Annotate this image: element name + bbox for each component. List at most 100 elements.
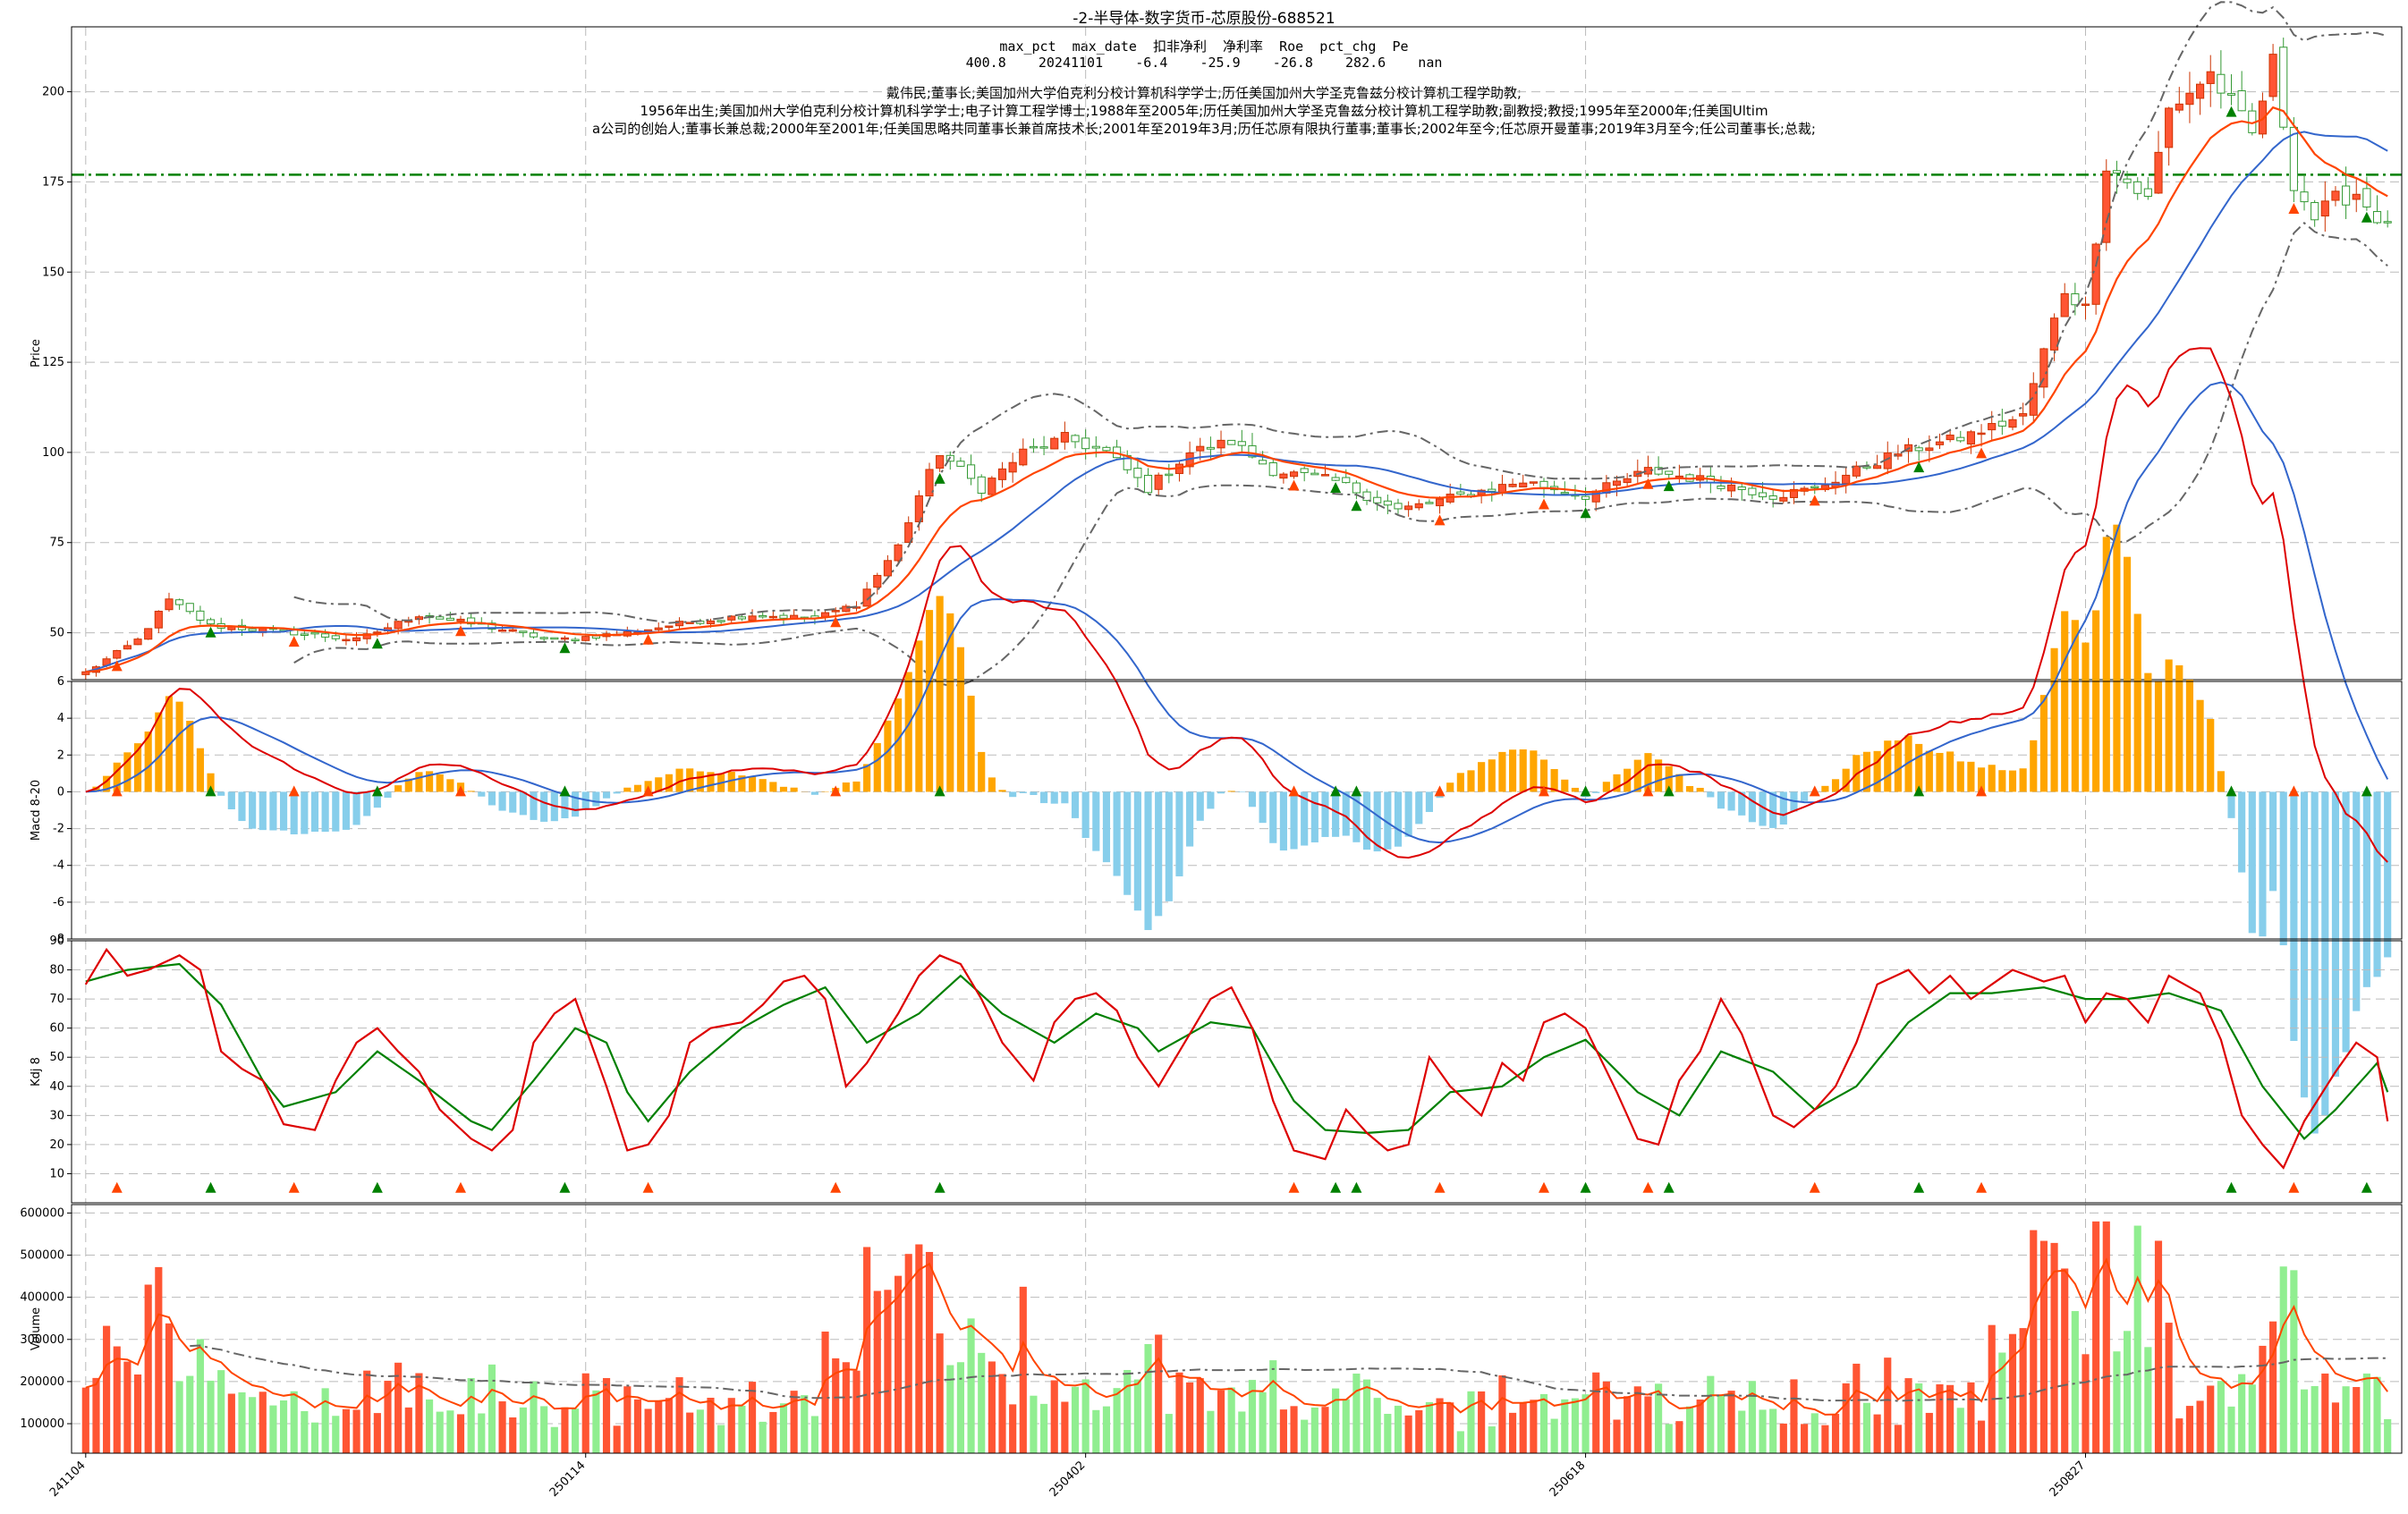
candle-body	[831, 610, 840, 613]
macd-bar	[2019, 768, 2027, 792]
kdj-buy-marker	[1809, 1181, 1820, 1193]
volume-bar	[342, 1408, 351, 1453]
volume-bar	[2300, 1389, 2309, 1453]
macd-bar	[373, 791, 381, 808]
volume-bar	[1769, 1408, 1777, 1453]
price-buy-marker	[830, 616, 842, 628]
candle-body	[2008, 419, 2017, 428]
volume-bar	[373, 1413, 381, 1453]
volume-bar	[602, 1378, 611, 1453]
macd-bar	[1613, 774, 1621, 792]
candle-body	[2279, 47, 2288, 128]
volume-bar	[1738, 1410, 1746, 1453]
volume-bar	[92, 1377, 100, 1453]
candle-body	[1654, 467, 1663, 475]
price-buy-marker	[1809, 495, 1820, 506]
price-buy-marker	[1288, 479, 1300, 491]
volume-bar	[1644, 1396, 1652, 1453]
macd-bar	[2290, 791, 2298, 1042]
macd-bar	[2196, 699, 2204, 792]
volume-bar	[623, 1386, 632, 1453]
macd-bar	[978, 751, 986, 792]
macd-axis-tick-label: -6	[53, 896, 64, 909]
macd-buy-marker	[1809, 785, 1820, 797]
candle-body	[1259, 460, 1268, 465]
candle-body	[488, 622, 496, 630]
volume-bar	[1133, 1379, 1141, 1453]
macd-bar	[227, 791, 235, 810]
macd-bar	[1561, 779, 1569, 792]
macd-bar	[1332, 791, 1340, 837]
macd-buy-marker	[288, 785, 300, 797]
candle-body	[2029, 383, 2038, 416]
volume-bar	[1207, 1410, 1215, 1453]
candle-body	[759, 614, 767, 618]
kdj-buy-marker	[1642, 1181, 1654, 1193]
macd-bar	[1144, 791, 1152, 930]
macd-bar	[186, 720, 194, 792]
candle-body	[1310, 472, 1319, 476]
x-tick-label: 241104	[47, 1459, 89, 1500]
volume-bar	[363, 1370, 371, 1453]
volume-bar	[2227, 1406, 2235, 1453]
candle-body	[1342, 477, 1351, 484]
volume-bar	[884, 1290, 892, 1453]
candle-body	[727, 615, 736, 621]
chart-title: -2-半导体-数字货币-芯原股份-688521	[1073, 10, 1335, 28]
macd-bar	[633, 784, 642, 792]
macd-bar	[2082, 642, 2090, 792]
volume-bar	[1727, 1391, 1735, 1453]
candle-body	[665, 625, 674, 629]
macd-bar	[1571, 787, 1580, 792]
macd-bar	[1665, 765, 1673, 792]
candle-body	[737, 616, 746, 620]
volume-bar	[1425, 1401, 1433, 1453]
volume-bar	[1279, 1409, 1287, 1453]
candle-body	[768, 615, 777, 619]
volume-bar	[2185, 1406, 2194, 1453]
volume-bar	[1925, 1412, 1933, 1453]
macd-bar	[426, 771, 434, 792]
macd-bar	[946, 613, 954, 792]
macd-bar	[1165, 791, 1173, 901]
volume-bar	[915, 1244, 923, 1453]
volume-bar	[2154, 1240, 2163, 1453]
macd-bar	[1894, 740, 1902, 792]
macd-bar	[967, 695, 975, 792]
candle-body	[2112, 170, 2122, 173]
macd-buy-marker	[1539, 785, 1550, 797]
candle-body	[1768, 495, 1777, 500]
macd-sell-marker	[1351, 785, 1362, 797]
volume-bar	[321, 1388, 329, 1453]
volume-bar	[456, 1414, 465, 1453]
candle-body	[352, 637, 361, 642]
price-buy-marker	[111, 660, 123, 672]
candle-body	[581, 636, 590, 641]
volume-bar	[394, 1362, 403, 1453]
candle-body	[883, 560, 892, 577]
volume-bar	[404, 1407, 412, 1453]
volume-bar	[1394, 1405, 1403, 1453]
volume-bar	[2092, 1221, 2100, 1453]
kdj-axis-tick-label: 90	[49, 935, 64, 948]
volume-bar	[1707, 1375, 1715, 1453]
volume-bar	[2133, 1225, 2141, 1453]
macd-bar	[1310, 791, 1318, 842]
volume-bar	[1384, 1414, 1392, 1453]
volume-bar	[1227, 1387, 1235, 1453]
macd-bar	[2227, 791, 2235, 818]
macd-bar	[1633, 759, 1641, 792]
kdj-sell-marker	[1913, 1181, 1925, 1193]
macd-buy-marker	[642, 785, 654, 797]
volume-bar	[1853, 1363, 1861, 1453]
candle-body	[842, 605, 851, 613]
profile-line-3: a公司的创始人;董事长兼总裁;2000年至2001年;任美国思略共同董事长兼首席…	[592, 121, 1816, 137]
macd-bar	[769, 782, 777, 792]
macd-bar	[2373, 791, 2381, 977]
boll-lower	[293, 221, 2388, 687]
volume-bar	[2342, 1386, 2350, 1453]
kdj-axis-tick-label: 60	[49, 1022, 64, 1036]
volume-bar	[1884, 1358, 1892, 1453]
candle-body	[2154, 151, 2163, 194]
